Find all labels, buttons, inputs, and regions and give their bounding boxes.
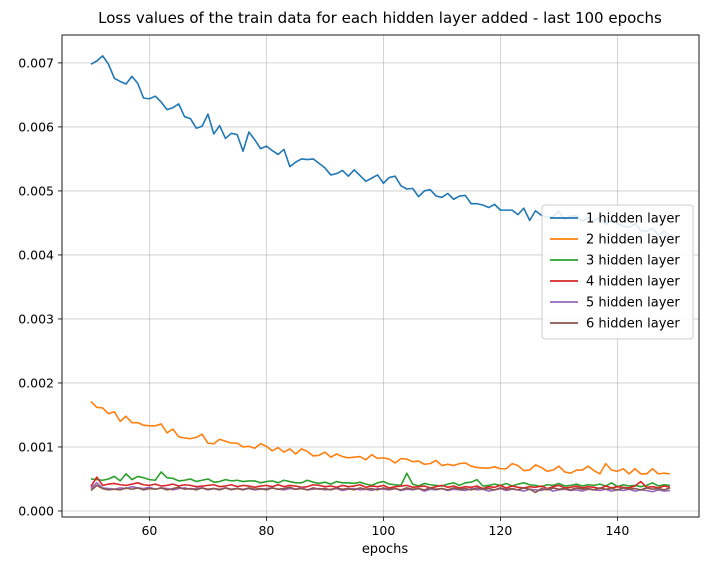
legend-entry-6: 6 hidden layer [586,317,680,332]
legend-entry-1: 1 hidden layer [586,212,680,227]
y-tick-label: 0.002 [18,375,54,390]
y-axis-ticks: 0.000 0.001 0.002 0.003 0.004 0.005 0.006 0.007 [18,55,62,518]
plot-frame [61,34,700,518]
x-tick-label: 120 [488,523,512,538]
x-tick-label: 80 [258,523,274,538]
series-line-3 [90,471,671,488]
legend: 1 hidden layer 2 hidden layer 3 hidden lay… [541,204,694,340]
legend-entry-4: 4 hidden layer [586,275,680,290]
x-tick-label: 140 [605,523,629,538]
y-tick-label: 0.001 [18,439,54,454]
x-tick-label: 60 [141,523,157,538]
series-line-2 [90,400,671,475]
y-tick-label: 0.006 [18,119,54,134]
x-axis-label: epochs [362,542,409,557]
legend-entry-5: 5 hidden layer [586,296,680,311]
x-tick-label: 100 [371,523,395,538]
y-tick-label: 0.005 [18,183,54,198]
y-tick-label: 0.000 [18,503,54,518]
y-tick-label: 0.007 [18,55,54,70]
x-axis-ticks: 60 80 100 120 140 [141,517,629,538]
series-line-4 [90,476,671,490]
legend-box [541,204,694,340]
legend-entry-2: 2 hidden layer [586,233,680,248]
y-tick-label: 0.004 [18,247,54,262]
chart-title: Loss values of the train data for each h… [98,9,662,27]
series-line-6 [90,484,671,494]
legend-entry-3: 3 hidden layer [586,254,680,269]
y-tick-label: 0.003 [18,311,54,326]
